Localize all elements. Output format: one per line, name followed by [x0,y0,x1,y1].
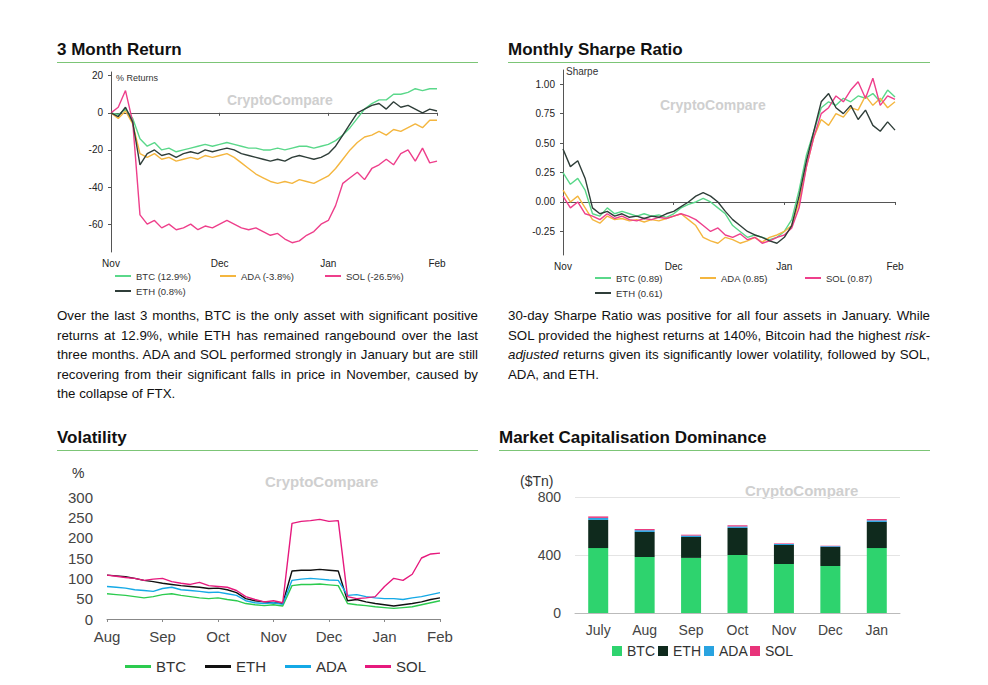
svg-text:800: 800 [538,489,562,505]
svg-text:($Tn): ($Tn) [520,473,553,489]
svg-text:Feb: Feb [428,258,446,269]
svg-text:ETH: ETH [673,643,701,659]
svg-text:Feb: Feb [427,628,453,645]
svg-text:0.75: 0.75 [536,108,556,119]
svg-text:400: 400 [538,547,562,563]
svg-text:ADA (0.85): ADA (0.85) [721,273,767,284]
svg-text:BTC: BTC [156,658,186,675]
svg-text:Dec: Dec [818,622,843,638]
svg-text:CryptoCompare: CryptoCompare [227,92,333,108]
svg-text:1.00: 1.00 [536,79,556,90]
svg-text:-60: -60 [89,219,104,230]
svg-text:Sep: Sep [679,622,704,638]
svg-text:Dec: Dec [316,628,343,645]
svg-text:BTC: BTC [627,643,655,659]
svg-text:CryptoCompare: CryptoCompare [660,97,766,113]
svg-text:100: 100 [68,570,93,587]
svg-text:ADA: ADA [719,643,748,659]
svg-text:Nov: Nov [771,622,796,638]
svg-text:20: 20 [92,70,104,81]
svg-text:-0.25: -0.25 [532,226,555,237]
svg-text:BTC (12.9%): BTC (12.9%) [136,271,191,282]
svg-text:CryptoCompare: CryptoCompare [745,482,858,499]
svg-text:Nov: Nov [554,261,572,272]
svg-text:Jan: Jan [776,261,792,272]
svg-text:Jan: Jan [372,628,396,645]
svg-text:150: 150 [68,550,93,567]
svg-text:% Returns: % Returns [116,73,159,83]
svg-text:0.00: 0.00 [536,196,556,207]
svg-text:ETH (0.61): ETH (0.61) [616,288,662,299]
svg-text:Nov: Nov [102,258,120,269]
svg-text:Oct: Oct [206,628,230,645]
svg-text:-20: -20 [89,144,104,155]
svg-text:Sharpe: Sharpe [566,66,599,77]
html-text:Over the last 3 months, BTC is: Over the last 3 months, BTC is the only … [57,308,478,401]
svg-text:Jan: Jan [320,258,336,269]
svg-text:200: 200 [68,529,93,546]
svg-text:0: 0 [97,107,103,118]
svg-text:50: 50 [76,590,93,607]
svg-text:Aug: Aug [94,628,121,645]
svg-text:Dec: Dec [211,258,229,269]
svg-text:SOL: SOL [396,658,426,675]
html-text:Monthly Sharpe Ratio: Monthly Sharpe Ratio [508,40,683,59]
svg-text:0.25: 0.25 [536,167,556,178]
svg-text:0.50: 0.50 [536,138,556,149]
svg-text:ETH: ETH [236,658,266,675]
svg-text:Nov: Nov [260,628,287,645]
svg-text:250: 250 [68,509,93,526]
svg-text:Aug: Aug [632,622,657,638]
svg-text:-40: -40 [89,182,104,193]
svg-text:ETH (0.8%): ETH (0.8%) [136,286,186,297]
svg-text:Dec: Dec [665,261,683,272]
svg-text:SOL: SOL [765,643,793,659]
svg-text:%: % [72,465,84,481]
svg-text:Sep: Sep [149,628,176,645]
svg-text:0: 0 [85,611,93,628]
html-text:Market Capitalisation Dominanc: Market Capitalisation Dominance [499,428,767,447]
html-text:Volatility: Volatility [57,428,127,447]
html-text:3 Month Return: 3 Month Return [57,40,182,59]
html-text:30-day Sharpe Ratio was positi: 30-day Sharpe Ratio was positive for all… [508,308,930,382]
svg-text:ADA: ADA [316,658,347,675]
svg-text:SOL (0.87): SOL (0.87) [826,273,872,284]
svg-text:BTC (0.89): BTC (0.89) [616,273,662,284]
svg-text:Jan: Jan [865,622,888,638]
svg-text:SOL (-26.5%): SOL (-26.5%) [346,271,404,282]
svg-text:Oct: Oct [727,622,749,638]
svg-text:300: 300 [68,489,93,506]
svg-text:July: July [586,622,611,638]
svg-text:ADA (-3.8%): ADA (-3.8%) [241,271,294,282]
svg-text:CryptoCompare: CryptoCompare [265,473,378,490]
svg-text:0: 0 [553,605,561,621]
svg-text:Feb: Feb [886,261,904,272]
